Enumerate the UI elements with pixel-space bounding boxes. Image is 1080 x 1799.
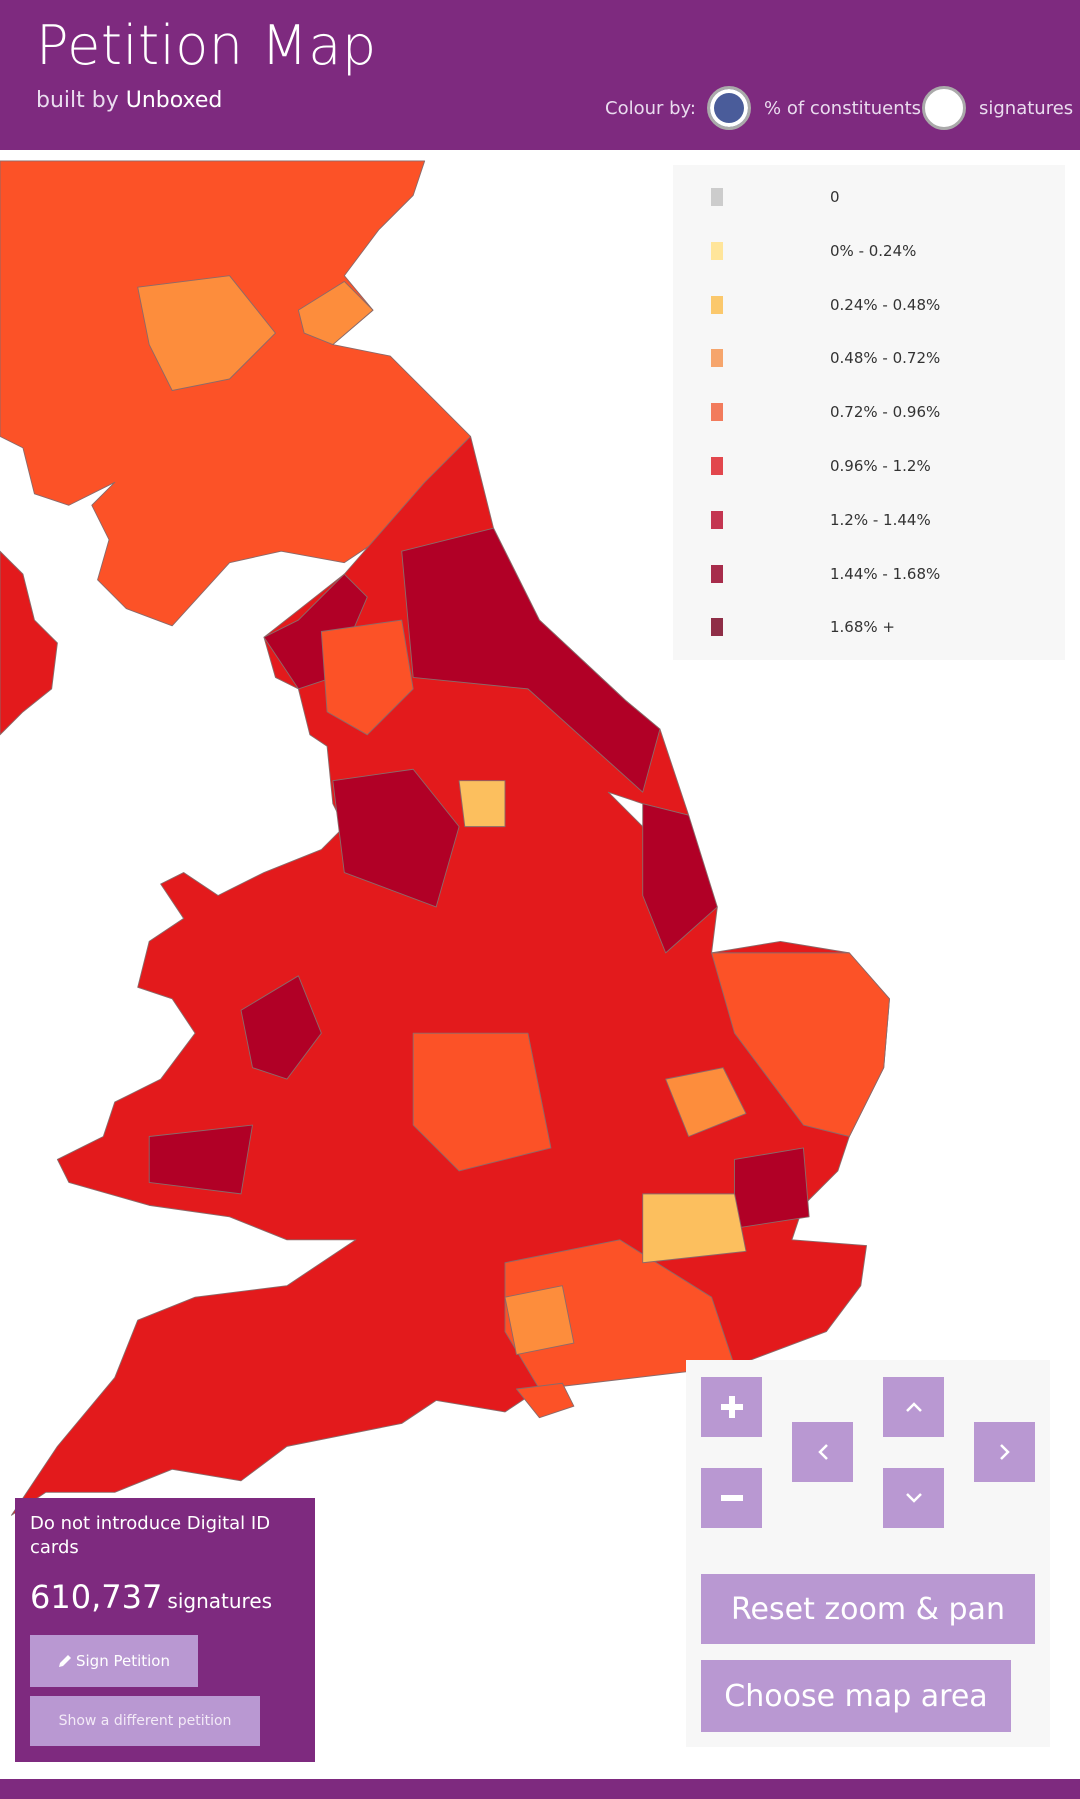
chevron-down	[905, 1493, 922, 1503]
pan-left[interactable]	[792, 1422, 853, 1482]
region[interactable]	[458, 780, 506, 828]
sign-label: Sign Petition	[75, 1652, 170, 1670]
pan-down[interactable]	[883, 1468, 944, 1528]
signature-count: 610,737 signatures	[30, 1578, 272, 1616]
radio-selected[interactable]	[707, 86, 751, 130]
chevron-up	[905, 1402, 922, 1412]
legend-swatch	[711, 188, 723, 206]
region[interactable]	[711, 952, 890, 1137]
radio[interactable]	[922, 86, 966, 130]
count: 610,737	[30, 1578, 163, 1616]
plus-icon	[720, 1396, 743, 1418]
chevron-left	[817, 1444, 828, 1460]
pan-up[interactable]	[883, 1377, 944, 1437]
london[interactable]	[642, 1193, 747, 1264]
region[interactable]	[734, 1147, 810, 1229]
legend-label: 0.72% - 0.96%	[830, 403, 941, 422]
region[interactable]	[240, 975, 322, 1080]
legend: 0 0% - 0.24% 0.24% - 0.48% 0.48% - 0.72% 0.7…	[673, 165, 1065, 660]
pan-right[interactable]	[974, 1422, 1035, 1482]
region[interactable]	[504, 1285, 575, 1356]
colour-by-label: Colour by:	[605, 98, 696, 119]
region[interactable]	[320, 619, 414, 736]
radio-label[interactable]: signatures	[979, 98, 1074, 119]
minus-icon	[720, 1495, 743, 1501]
isle-of-wight[interactable]	[516, 1382, 575, 1419]
legend-label: 0.96% - 1.2%	[830, 457, 931, 475]
legend-swatch	[711, 564, 723, 583]
legend-swatch	[711, 457, 723, 475]
legend-label: 0	[830, 188, 840, 206]
region[interactable]	[412, 1032, 552, 1172]
region[interactable]	[332, 768, 460, 908]
legend-swatch	[711, 241, 723, 260]
region[interactable]	[297, 280, 374, 346]
legend-swatch	[711, 349, 723, 368]
subtitle-prefix: built by	[36, 88, 119, 113]
legend-swatch	[711, 510, 723, 529]
region[interactable]	[148, 1124, 253, 1195]
region[interactable]	[263, 573, 368, 690]
legend-swatch	[711, 295, 723, 314]
legend-label: 0.24% - 0.48%	[830, 295, 941, 314]
petition-panel: Do not introduce Digital ID cards 610,73…	[15, 1498, 315, 1762]
legend-swatch	[711, 618, 723, 637]
chevron-right	[999, 1444, 1010, 1460]
zoom-out[interactable]	[701, 1468, 762, 1528]
choose-area-button[interactable]: Choose map area	[701, 1660, 1011, 1732]
scotland[interactable]	[0, 160, 472, 627]
sign-button[interactable]: Sign Petition	[30, 1635, 198, 1687]
region[interactable]	[137, 275, 276, 391]
subtitle: built by Unboxed	[36, 88, 222, 113]
other-petition-button[interactable]: Show a different petition	[30, 1696, 260, 1746]
legend-label: 0.48% - 0.72%	[830, 349, 941, 368]
app-title: Petition Map	[36, 14, 377, 77]
region[interactable]	[401, 527, 661, 793]
radio-label[interactable]: % of constituents	[764, 98, 922, 119]
zoom-in[interactable]	[701, 1377, 762, 1437]
legend-swatch	[711, 403, 723, 422]
legend-label: 1.44% - 1.68%	[830, 564, 941, 583]
map-controls: Reset zoom & pan Choose map area	[686, 1360, 1050, 1747]
region[interactable]	[665, 1067, 747, 1137]
pencil-icon	[58, 1655, 71, 1667]
footer-bar	[0, 1779, 1080, 1799]
northern-ireland[interactable]	[0, 550, 58, 736]
header: Petition Map built by Unboxed Colour by:…	[0, 0, 1080, 150]
count-unit: signatures	[167, 1589, 273, 1613]
legend-label: 1.68% +	[830, 618, 895, 637]
region[interactable]	[642, 803, 718, 954]
subtitle-link[interactable]: Unboxed	[125, 88, 223, 113]
legend-label: 0% - 0.24%	[830, 241, 917, 260]
legend-label: 1.2% - 1.44%	[830, 510, 931, 529]
reset-button[interactable]: Reset zoom & pan	[701, 1574, 1035, 1644]
petition-title: Do not introduce Digital ID cards	[30, 1513, 271, 1558]
